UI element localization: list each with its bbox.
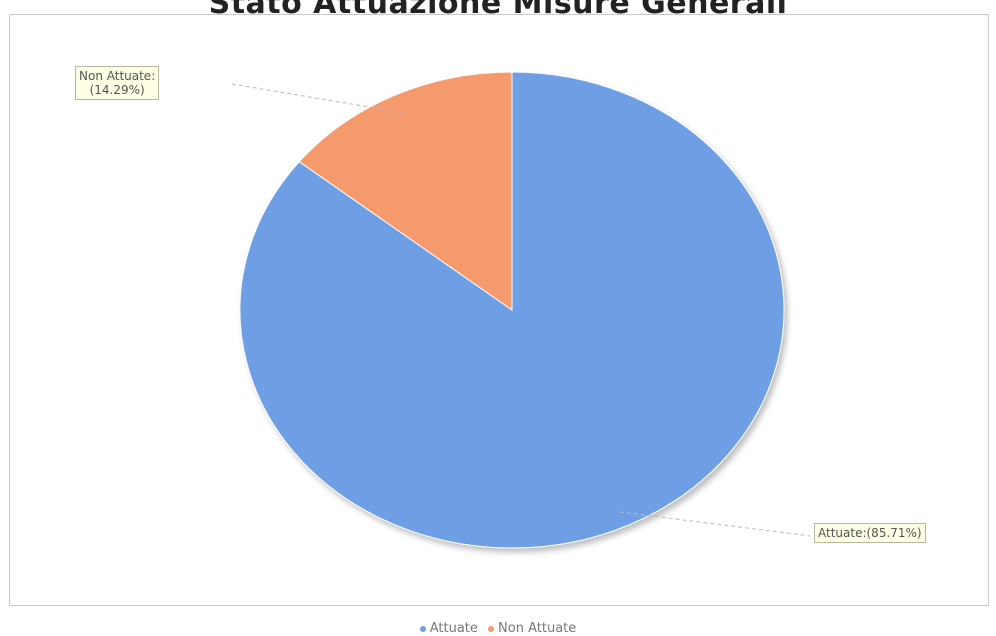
- leader-line-attuate: [619, 511, 811, 537]
- leader-line-non-attuate: [231, 83, 406, 114]
- legend-item-attuate[interactable]: Attuate: [419, 621, 478, 636]
- legend: Attuate Non Attuate: [0, 621, 996, 636]
- data-label-attuate: Attuate:(85.71%): [814, 523, 926, 543]
- legend-marker-non-attuate: [488, 625, 495, 632]
- legend-item-non-attuate[interactable]: Non Attuate: [488, 621, 576, 636]
- pie-slice-non-attuate[interactable]: [298, 71, 513, 311]
- data-label-non-attuate: Non Attuate: (14.29%): [75, 66, 160, 100]
- legend-marker-attuate: [419, 625, 426, 632]
